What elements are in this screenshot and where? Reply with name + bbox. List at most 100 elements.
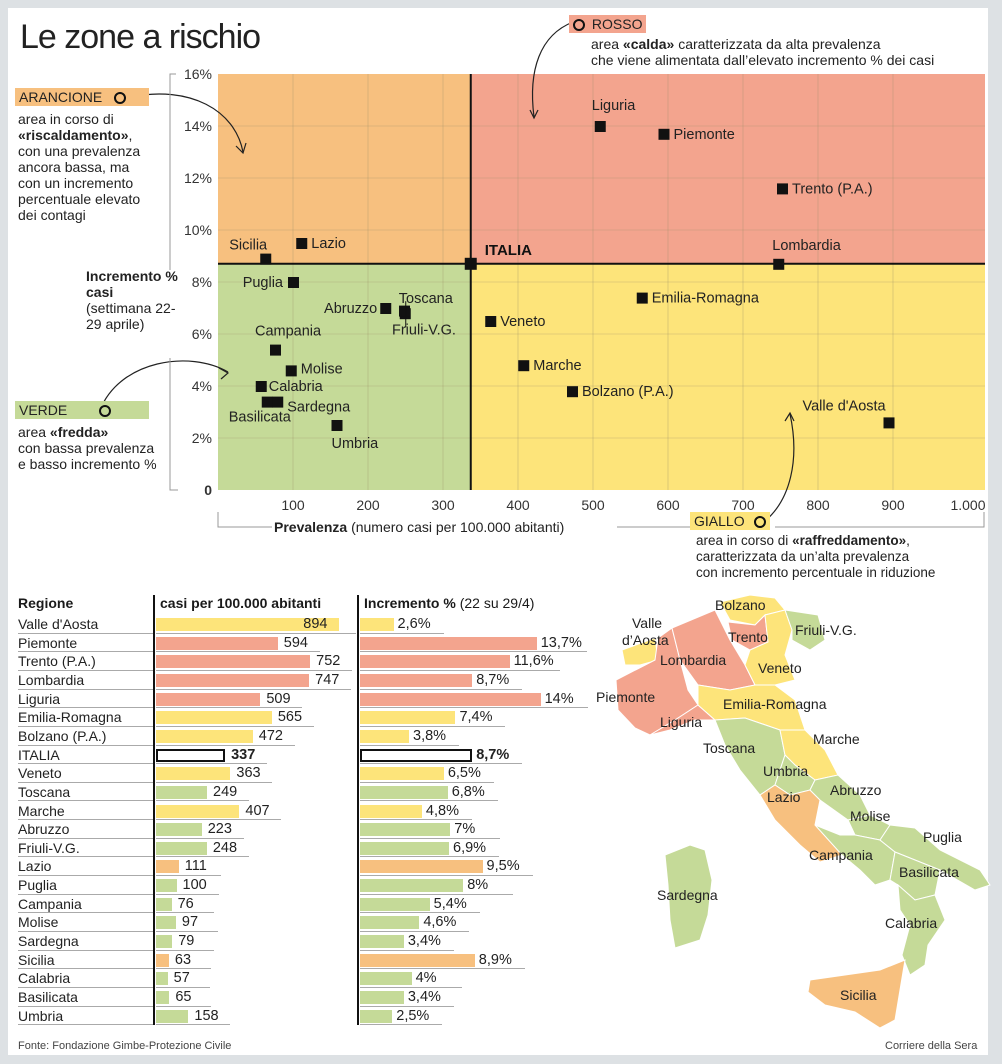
casi-bar (156, 692, 261, 706)
casi-value: 752 (316, 653, 341, 670)
table-row: Valle d'Aosta 894 2,6% (0, 615, 1002, 634)
map-label: Lazio (767, 789, 801, 805)
incremento-bar (360, 692, 541, 706)
map-label: Sardegna (657, 887, 718, 903)
y-tick-label: 16% (184, 66, 212, 82)
map-label: Calabria (885, 915, 937, 931)
table-region-label: Campania (18, 895, 82, 912)
table-row: Emilia-Romagna 565 7,4% (0, 708, 1002, 727)
data-point-marker (594, 121, 606, 132)
row-separator (360, 875, 533, 877)
incremento-bar (360, 972, 412, 986)
data-point-label: Friuli-V.G. (392, 323, 456, 339)
incremento-bar (360, 991, 404, 1004)
row-separator (18, 1005, 153, 1007)
data-point-label: Puglia (243, 275, 284, 291)
casi-value: 248 (212, 839, 238, 856)
data-point-marker (261, 396, 273, 408)
y-axis-title: Incremento % casi (settimana 22-29 april… (86, 268, 178, 332)
y-tick-label: 14% (184, 118, 212, 134)
casi-value: 594 (283, 634, 308, 651)
data-point-marker (331, 420, 343, 431)
incremento-bar (360, 618, 394, 631)
incremento-value: 8,7% (476, 746, 510, 763)
incremento-value: 8,9% (478, 951, 512, 968)
casi-value: 747 (315, 671, 340, 688)
row-separator (360, 781, 494, 783)
zone-arancione (218, 74, 471, 264)
table-row: Basilicata 65 3,4% (0, 988, 1002, 1007)
data-point-label: Bolzano (P.A.) (582, 384, 674, 400)
row-separator (360, 819, 472, 821)
incremento-value: 14% (544, 690, 574, 707)
data-point-marker (270, 344, 281, 356)
incremento-bar (360, 748, 473, 762)
rosso-marker-icon (573, 19, 585, 32)
map-label: Piemonte (596, 689, 655, 705)
row-separator (360, 1005, 454, 1007)
data-point-marker (567, 386, 578, 398)
rosso-description: area «calda» caratterizzata da alta prev… (591, 36, 935, 68)
casi-value: 111 (184, 858, 207, 875)
table-region-label: Trento (P.A.) (18, 653, 96, 670)
row-separator (156, 632, 356, 634)
data-point-label: Calabria (269, 379, 324, 395)
data-point-marker (296, 238, 308, 249)
table-row: Puglia 100 8% (0, 876, 1002, 895)
table-header-casi: casi per 100.000 abitanti (160, 595, 322, 611)
data-point-label: Umbria (332, 436, 380, 452)
arancione-arrow (129, 93, 244, 153)
incremento-value: 6,5% (447, 765, 481, 782)
casi-value: 63 (174, 951, 192, 968)
incremento-value: 8% (467, 877, 489, 894)
table-header-incremento: Incremento % (22 su 29/4) (364, 595, 535, 611)
casi-value: 509 (266, 690, 291, 707)
map-label: Campania (809, 847, 873, 863)
casi-value: 158 (194, 1007, 219, 1024)
data-point-label: Liguria (592, 98, 636, 114)
row-separator (360, 763, 523, 765)
casi-value: 407 (245, 802, 270, 819)
rosso-tag: ROSSO (569, 15, 647, 33)
table-region-label: Marche (18, 802, 65, 819)
table-row: Bolzano (P.A.) 472 3,8% (0, 727, 1002, 746)
giallo-tag: GIALLO (690, 512, 771, 530)
incremento-value: 6,9% (453, 839, 487, 856)
row-separator (18, 725, 153, 727)
row-separator (156, 651, 320, 653)
incremento-value: 3,8% (413, 727, 447, 744)
table-region-label: Bolzano (P.A.) (18, 727, 107, 744)
data-point-label: Veneto (500, 314, 545, 330)
data-point-label: Basilicata (229, 410, 292, 426)
incremento-value: 2,5% (396, 1007, 430, 1024)
map-label: Emilia-Romagna (723, 696, 827, 712)
casi-bar (156, 823, 202, 837)
incremento-value: 2,6% (397, 616, 431, 632)
table-region-label: Molise (18, 914, 59, 931)
data-point-label: Piemonte (674, 127, 735, 143)
table-row: Lombardia 747 8,7% (0, 671, 1002, 690)
rosso-arrow (531, 21, 574, 118)
incremento-value: 6,8% (451, 783, 485, 800)
casi-bar (156, 1009, 189, 1023)
row-separator (18, 856, 153, 858)
data-point-marker (255, 381, 267, 392)
incremento-bar (360, 785, 448, 799)
row-separator (18, 632, 153, 634)
row-separator (360, 669, 560, 671)
scatter-chart: 100 200 300 400 500 600 700 800 900 1.000 0 2% 4% 6% 8… (99, 21, 986, 528)
arancione-description: area in corso di «riscaldamento», con un… (18, 111, 141, 223)
rosso-arrowhead (529, 109, 539, 120)
row-separator (156, 763, 268, 765)
row-separator (360, 1024, 443, 1026)
row-separator (360, 931, 470, 933)
y-tick-label: 4% (192, 378, 212, 394)
data-point-label: Sicilia (229, 238, 268, 254)
map-label: Veneto (758, 660, 802, 676)
x-tick-label: 900 (881, 497, 905, 513)
data-point-label: Sardegna (287, 400, 351, 416)
data-point-label: Lombardia (772, 238, 841, 254)
casi-value: 57 (173, 970, 190, 987)
row-separator (156, 744, 295, 746)
